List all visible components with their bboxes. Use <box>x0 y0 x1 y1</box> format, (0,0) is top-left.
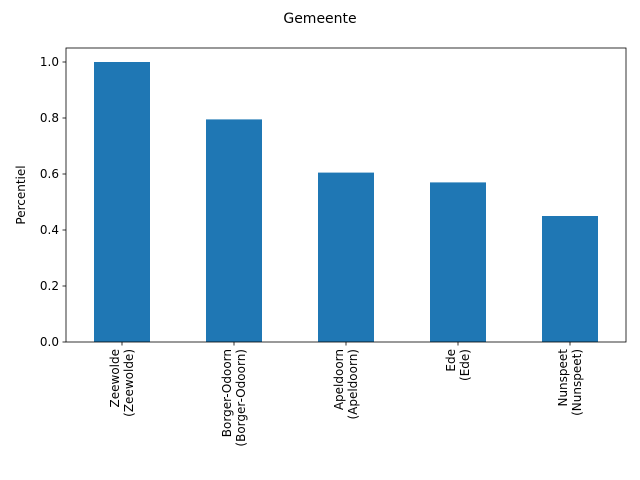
x-tick-label-line: (Nunspeet) <box>570 349 584 416</box>
x-tick-label-line: Apeldoorn <box>332 349 346 410</box>
y-tick-label-3: 0.6 <box>40 167 59 181</box>
chart-title: Gemeente <box>283 11 356 27</box>
y-tick-label-0: 0.0 <box>40 335 59 349</box>
x-tick-label-line: Nunspeet <box>556 349 570 407</box>
x-tick-label-1: Borger-Odoorn(Borger-Odoorn) <box>220 349 248 447</box>
x-tick-label-4: Nunspeet(Nunspeet) <box>556 349 584 416</box>
x-tick-label-2: Apeldoorn(Apeldoorn) <box>332 349 360 420</box>
y-tick-label-4: 0.8 <box>40 111 59 125</box>
x-tick-label-line: (Apeldoorn) <box>346 349 360 420</box>
bars-group <box>94 62 598 343</box>
y-tick-label-1: 0.2 <box>40 279 59 293</box>
y-ticks-group: 0.0 0.2 0.4 0.6 0.8 1.0 <box>40 55 66 349</box>
x-ticks-group: Zeewolde(Zeewolde) Borger-Odoorn(Borger-O… <box>108 342 584 447</box>
plot-frame <box>65 47 627 343</box>
x-tick-label-line: Zeewolde <box>108 349 122 407</box>
bar-1 <box>206 119 262 343</box>
y-axis-label: Percentiel <box>14 165 28 224</box>
x-tick-label-3: Ede(Ede) <box>444 349 472 381</box>
x-tick-label-0: Zeewolde(Zeewolde) <box>108 349 136 417</box>
x-tick-label-line: (Borger-Odoorn) <box>234 349 248 447</box>
x-tick-label-line: Borger-Odoorn <box>220 349 234 437</box>
x-tick-label-line: (Ede) <box>458 349 472 381</box>
bar-2 <box>318 172 374 342</box>
bar-0 <box>94 62 150 342</box>
y-tick-label-2: 0.4 <box>40 223 59 237</box>
x-tick-label-line: Ede <box>444 349 458 372</box>
bar-3 <box>430 182 486 342</box>
y-tick-label-5: 1.0 <box>40 55 59 69</box>
x-tick-label-line: (Zeewolde) <box>122 349 136 417</box>
bar-4 <box>542 216 598 342</box>
